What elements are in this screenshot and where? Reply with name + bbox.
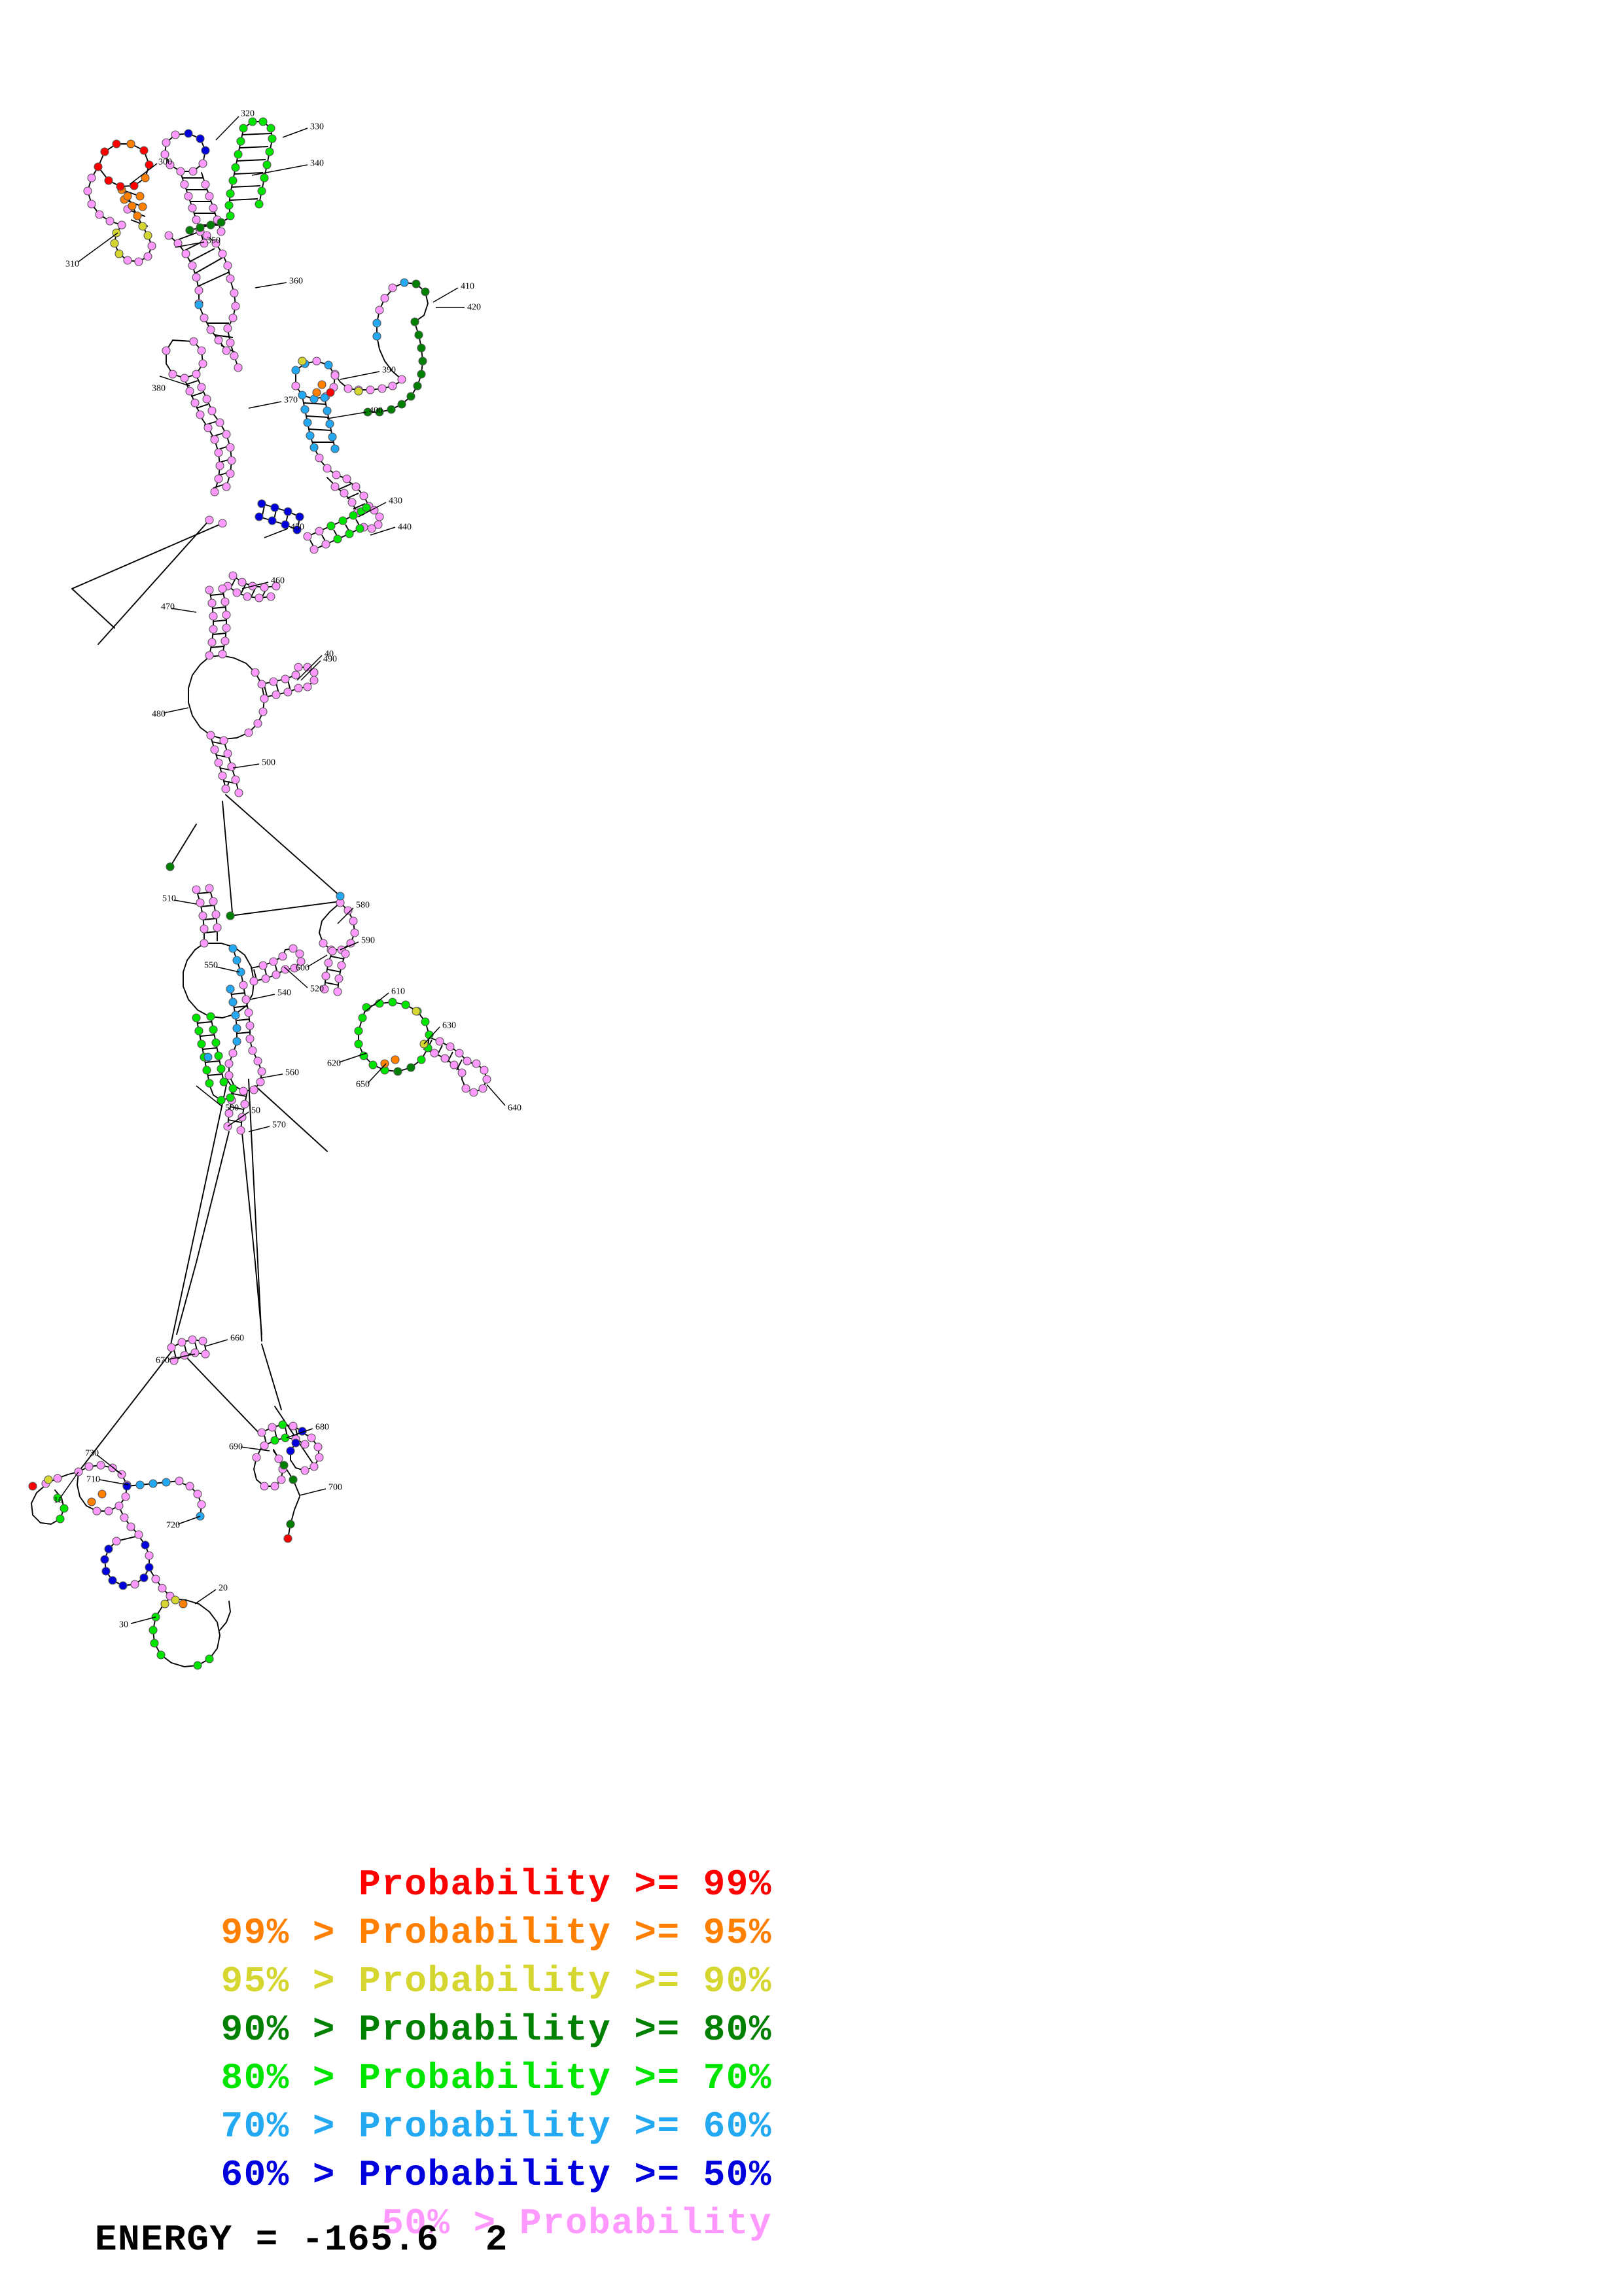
svg-text:660: 660 (230, 1334, 244, 1344)
svg-text:40: 40 (325, 650, 334, 659)
svg-text:520: 520 (310, 984, 324, 994)
svg-text:320: 320 (241, 109, 255, 119)
legend-label-4: 80% > Probability >= 70% (220, 2057, 772, 2099)
legend-label-7: 50% > Probability (381, 2202, 772, 2244)
svg-text:50: 50 (251, 1106, 260, 1116)
svg-text:590: 590 (361, 936, 375, 946)
svg-text:540: 540 (277, 988, 291, 998)
svg-text:680: 680 (315, 1423, 329, 1433)
svg-text:650: 650 (356, 1080, 370, 1090)
svg-text:10: 10 (54, 1496, 63, 1506)
svg-text:300: 300 (158, 158, 172, 167)
svg-text:710: 710 (86, 1475, 100, 1485)
svg-text:720: 720 (166, 1521, 180, 1531)
svg-text:330: 330 (310, 122, 324, 132)
legend-row-1: 99% > Probability >= 95% (0, 1860, 772, 1954)
svg-text:530: 530 (225, 1104, 239, 1113)
svg-text:410: 410 (461, 282, 474, 292)
legend-label-5: 70% > Probability >= 60% (220, 2106, 772, 2148)
svg-text:690: 690 (229, 1442, 243, 1452)
svg-text:620: 620 (327, 1059, 341, 1069)
rna-structure-canvas: 300 310 320 330 340 350 360 370 380 390 … (28, 109, 521, 1670)
svg-text:460: 460 (271, 576, 285, 586)
svg-text:480: 480 (152, 710, 166, 720)
svg-text:670: 670 (156, 1356, 169, 1366)
svg-text:730: 730 (85, 1449, 99, 1459)
svg-text:340: 340 (310, 159, 324, 169)
energy-readout: ENERGY = -165.6 2 (95, 2219, 508, 2261)
svg-text:440: 440 (398, 523, 412, 532)
legend-row-6: 60% > Probability >= 50% (0, 2102, 772, 2196)
svg-text:20: 20 (219, 1584, 228, 1593)
svg-text:550: 550 (204, 961, 218, 971)
legend-label-0: Probability >= 99% (359, 1864, 772, 1905)
svg-text:490: 490 (323, 655, 337, 665)
svg-text:580: 580 (356, 901, 370, 911)
svg-text:390: 390 (382, 366, 396, 375)
legend-row-3: 90% > Probability >= 80% (0, 1957, 772, 2051)
legend-row-7: 50% > Probability (0, 2151, 772, 2244)
svg-text:700: 700 (328, 1483, 342, 1493)
svg-text:350: 350 (207, 236, 220, 246)
svg-text:570: 570 (272, 1121, 286, 1130)
svg-text:420: 420 (467, 303, 481, 313)
probability-legend: Probability >= 99% 99% > Probability >= … (0, 1812, 772, 2244)
svg-text:610: 610 (391, 987, 405, 997)
svg-text:360: 360 (289, 277, 303, 287)
svg-text:430: 430 (389, 496, 402, 506)
rna-structure-svg: 300 310 320 330 340 350 360 370 380 390 … (28, 109, 521, 1670)
svg-text:310: 310 (65, 260, 79, 270)
legend-label-6: 60% > Probability >= 50% (220, 2154, 772, 2196)
svg-text:600: 600 (296, 964, 309, 973)
legend-label-1: 99% > Probability >= 95% (220, 1912, 772, 1954)
svg-text:560: 560 (285, 1068, 299, 1078)
svg-text:500: 500 (262, 758, 275, 768)
backbone-group (71, 519, 341, 1472)
svg-text:470: 470 (161, 602, 175, 612)
legend-row-5: 70% > Probability >= 60% (0, 2054, 772, 2148)
legend-label-3: 90% > Probability >= 80% (220, 2009, 772, 2051)
legend-row-4: 80% > Probability >= 70% (0, 2006, 772, 2099)
legend-label-2: 95% > Probability >= 90% (220, 1960, 772, 2002)
nucleotide-circles (28, 117, 491, 1670)
legend-row-0: Probability >= 99% (0, 1812, 772, 1905)
svg-text:450: 450 (291, 523, 304, 532)
svg-text:30: 30 (119, 1620, 128, 1630)
svg-text:380: 380 (152, 384, 166, 394)
position-number-labels: 300 310 320 330 340 350 360 370 380 390 … (54, 109, 521, 1630)
legend-row-2: 95% > Probability >= 90% (0, 1909, 772, 2002)
svg-text:400: 400 (369, 406, 383, 416)
svg-text:630: 630 (442, 1021, 456, 1031)
svg-text:370: 370 (284, 396, 298, 406)
svg-text:510: 510 (162, 894, 176, 904)
svg-text:640: 640 (508, 1104, 521, 1113)
